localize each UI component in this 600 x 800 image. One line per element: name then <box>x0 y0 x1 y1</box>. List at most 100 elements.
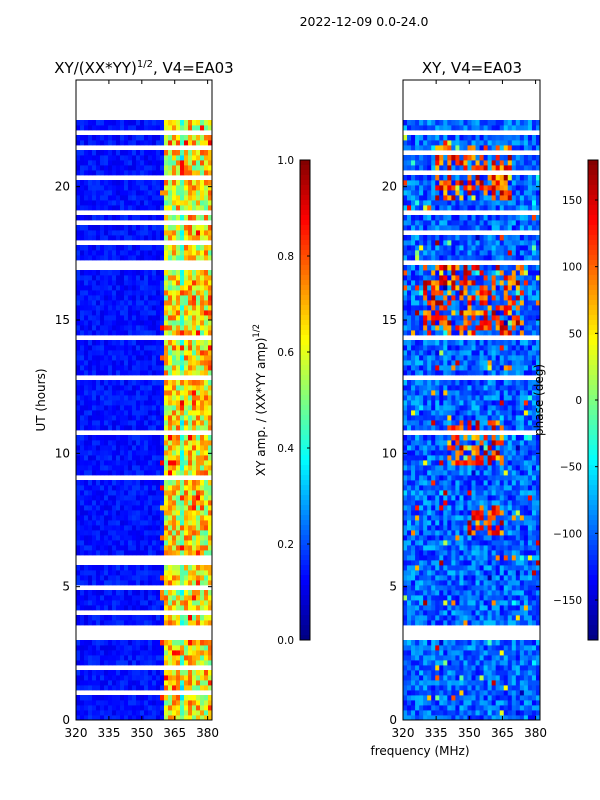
heatmap-cell <box>148 185 153 191</box>
heatmap-cell <box>180 675 185 681</box>
heatmap-cell <box>176 605 181 611</box>
heatmap-cell <box>136 255 141 261</box>
heatmap-cell <box>459 695 464 701</box>
heatmap-cell <box>164 605 169 611</box>
heatmap-cell <box>80 590 85 596</box>
heatmap-cell <box>531 655 537 661</box>
heatmap-cell <box>128 185 133 191</box>
heatmap-cell <box>180 360 185 366</box>
heatmap-cell <box>208 520 213 526</box>
colorbar-swatch <box>300 555 310 561</box>
heatmap-cell <box>104 685 109 691</box>
heatmap-cell <box>164 570 169 576</box>
heatmap-cell <box>204 705 209 711</box>
heatmap-cell <box>463 535 468 541</box>
heatmap-cell <box>200 530 205 536</box>
heatmap-cell <box>431 520 436 526</box>
heatmap-cell <box>192 435 197 441</box>
heatmap-cell <box>180 270 185 276</box>
heatmap-cell <box>128 350 133 356</box>
heatmap-cell <box>148 270 153 276</box>
heatmap-cell <box>180 485 185 491</box>
heatmap-cell <box>467 575 472 581</box>
heatmap-cell <box>160 415 165 421</box>
heatmap-cell <box>108 180 113 186</box>
heatmap-cell <box>76 700 81 706</box>
heatmap-cell <box>415 490 420 496</box>
heatmap-cell <box>140 230 145 236</box>
heatmap-cell <box>180 450 185 456</box>
colorbar-swatch <box>300 415 310 421</box>
heatmap-cell <box>88 675 93 681</box>
heatmap-cell <box>188 505 193 511</box>
heatmap-cell <box>124 645 129 651</box>
heatmap-cell <box>156 165 161 171</box>
heatmap-cell <box>132 305 137 311</box>
heatmap-cell <box>427 655 432 661</box>
heatmap-cell <box>76 530 81 536</box>
heatmap-cell <box>144 380 149 386</box>
heatmap-cell <box>511 685 517 691</box>
heatmap-cell <box>403 510 408 516</box>
heatmap-cell <box>507 675 513 681</box>
heatmap-cell <box>96 495 101 501</box>
heatmap-cell <box>108 620 113 626</box>
heatmap-cell <box>487 510 493 516</box>
heatmap-cell <box>491 540 497 546</box>
heatmap-cell <box>463 600 468 606</box>
heatmap-cell <box>124 390 129 396</box>
heatmap-cell <box>128 540 133 546</box>
heatmap-cell <box>415 595 420 601</box>
heatmap-cell <box>527 590 533 596</box>
heatmap-cell <box>419 570 424 576</box>
heatmap-cell <box>108 345 113 351</box>
heatmap-cell <box>136 495 141 501</box>
heatmap-cell <box>208 575 213 581</box>
heatmap-cell <box>431 560 436 566</box>
heatmap-cell <box>148 310 153 316</box>
heatmap-cell <box>104 200 109 206</box>
heatmap-cell <box>116 200 121 206</box>
heatmap-cell <box>487 640 493 646</box>
heatmap-cell <box>84 655 89 661</box>
heatmap-cell <box>499 645 505 651</box>
heatmap-cell <box>164 705 169 711</box>
heatmap-cell <box>92 370 97 376</box>
heatmap-cell <box>188 125 193 131</box>
heatmap-cell <box>531 600 537 606</box>
heatmap-cell <box>439 570 444 576</box>
heatmap-cell <box>92 615 97 621</box>
heatmap-cell <box>455 660 460 666</box>
heatmap-cell <box>112 655 117 661</box>
heatmap-cell <box>204 650 209 656</box>
heatmap-cell <box>164 280 169 286</box>
heatmap-cell <box>407 590 412 596</box>
heatmap-cell <box>136 540 141 546</box>
heatmap-cell <box>176 305 181 311</box>
heatmap-cell <box>128 190 133 196</box>
heatmap-cell <box>112 510 117 516</box>
heatmap-cell <box>140 590 145 596</box>
heatmap-cell <box>180 710 185 716</box>
heatmap-cell <box>140 275 145 281</box>
heatmap-cell <box>160 600 165 606</box>
heatmap-cell <box>467 610 472 616</box>
heatmap-cell <box>511 515 517 521</box>
heatmap-cell <box>128 510 133 516</box>
heatmap-cell <box>479 665 484 671</box>
heatmap-cell <box>128 355 133 361</box>
heatmap-cell <box>144 520 149 526</box>
heatmap-cell <box>132 575 137 581</box>
heatmap-cell <box>136 535 141 541</box>
heatmap-cell <box>124 545 129 551</box>
heatmap-cell <box>80 180 85 186</box>
heatmap-cell <box>136 340 141 346</box>
heatmap-cell <box>192 160 197 166</box>
heatmap-cell <box>192 185 197 191</box>
heatmap-cell <box>76 410 81 416</box>
heatmap-cell <box>204 685 209 691</box>
heatmap-cell <box>503 490 509 496</box>
heatmap-cell <box>435 540 440 546</box>
heatmap-cell <box>124 570 129 576</box>
heatmap-cell <box>140 600 145 606</box>
